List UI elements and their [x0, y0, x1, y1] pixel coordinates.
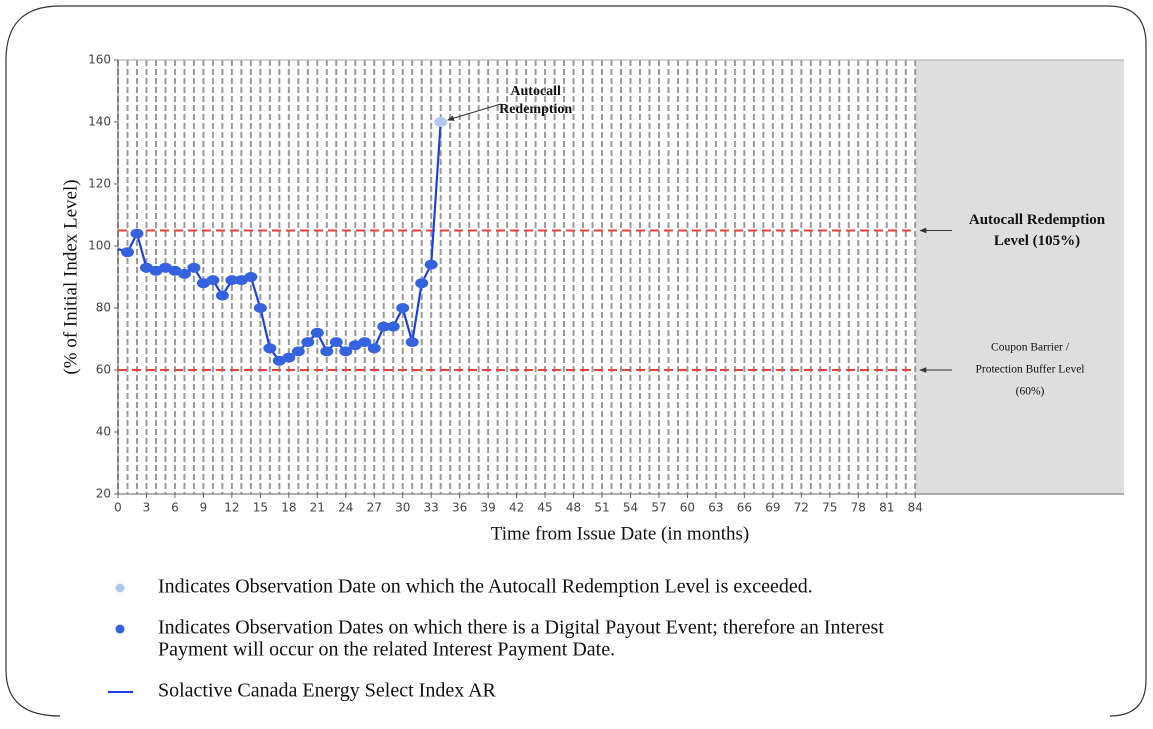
observation-point	[187, 262, 201, 273]
x-tick-label: 0	[114, 501, 122, 515]
x-tick-label: 27	[367, 501, 382, 515]
observation-point	[415, 278, 429, 289]
x-tick-label: 81	[879, 501, 894, 515]
y-tick-label: 120	[88, 177, 111, 191]
observation-point	[358, 337, 372, 348]
frame	[5, 5, 1147, 717]
annotation-text: Autocall	[510, 84, 561, 99]
x-tick-label: 24	[338, 501, 353, 515]
observation-point	[424, 259, 438, 270]
x-axis-label: Time from Issue Date (in months)	[491, 523, 749, 544]
x-tick-label: 42	[509, 501, 524, 515]
x-tick-label: 51	[594, 501, 609, 515]
legend-dot	[115, 583, 125, 593]
observation-point	[301, 337, 315, 348]
x-tick-label: 9	[200, 501, 208, 515]
reference-label: Level (105%)	[994, 233, 1080, 249]
observation-point	[253, 303, 267, 313]
observation-point	[386, 321, 400, 332]
observation-point	[434, 117, 448, 127]
observation-point	[215, 290, 229, 301]
legend-text: Payment will occur on the related Intere…	[158, 639, 615, 661]
annotation-text: Redemption	[499, 102, 572, 117]
x-tick-label: 57	[651, 501, 666, 515]
observation-point	[291, 346, 305, 357]
observation-point	[367, 343, 381, 354]
observation-point	[130, 228, 144, 239]
shaded-region	[915, 60, 1124, 494]
x-tick-label: 54	[623, 501, 638, 515]
observation-point	[320, 346, 334, 357]
reference-label: (60%)	[1016, 386, 1045, 398]
observation-point	[310, 327, 324, 338]
legend-dot	[115, 624, 125, 634]
x-tick-label: 63	[708, 501, 723, 515]
x-tick-label: 39	[480, 501, 495, 515]
x-tick-label: 75	[822, 501, 837, 515]
y-tick-label: 20	[96, 487, 111, 501]
x-tick-label: 30	[395, 501, 410, 515]
y-tick-label: 160	[88, 53, 111, 67]
observation-point	[120, 247, 134, 258]
y-tick-label: 80	[96, 301, 111, 315]
x-tick-label: 84	[908, 501, 923, 515]
x-tick-label: 6	[171, 501, 179, 515]
x-tick-label: 15	[253, 501, 268, 515]
annotation-arrow	[447, 103, 501, 121]
x-tick-label: 72	[794, 501, 809, 515]
observation-point	[339, 346, 353, 357]
observation-point	[225, 275, 239, 286]
x-tick-label: 12	[224, 501, 239, 515]
x-tick-label: 45	[537, 501, 552, 515]
observation-point	[329, 337, 343, 348]
y-tick-label: 140	[88, 115, 111, 129]
observation-point	[244, 272, 258, 282]
x-tick-label: 60	[680, 501, 695, 515]
x-tick-label: 21	[310, 501, 325, 515]
x-tick-label: 36	[452, 501, 467, 515]
x-tick-label: 3	[143, 501, 151, 515]
reference-label: Coupon Barrier /	[991, 342, 1070, 354]
observation-point	[405, 337, 419, 348]
x-tick-label: 48	[566, 501, 581, 515]
observation-point	[377, 321, 391, 332]
reference-label: Autocall Redemption	[969, 212, 1106, 228]
observation-point	[177, 268, 191, 279]
observation-point	[263, 343, 277, 354]
y-tick-label: 60	[96, 363, 111, 377]
observation-point	[206, 275, 220, 286]
x-tick-label: 66	[737, 501, 752, 515]
observation-point	[396, 303, 410, 313]
legend-text: Indicates Observation Dates on which the…	[158, 617, 884, 639]
legend-text: Solactive Canada Energy Select Index AR	[158, 680, 497, 702]
y-tick-label: 40	[96, 425, 111, 439]
x-tick-label: 18	[281, 501, 296, 515]
x-tick-label: 33	[424, 501, 439, 515]
observation-point	[282, 352, 296, 363]
y-axis-label: (% of Initial Index Level)	[60, 179, 81, 374]
reference-label: Protection Buffer Level	[975, 364, 1084, 376]
y-tick-label: 100	[88, 239, 111, 253]
x-tick-label: 69	[765, 501, 780, 515]
legend-text: Indicates Observation Date on which the …	[158, 576, 813, 598]
x-tick-label: 78	[851, 501, 866, 515]
